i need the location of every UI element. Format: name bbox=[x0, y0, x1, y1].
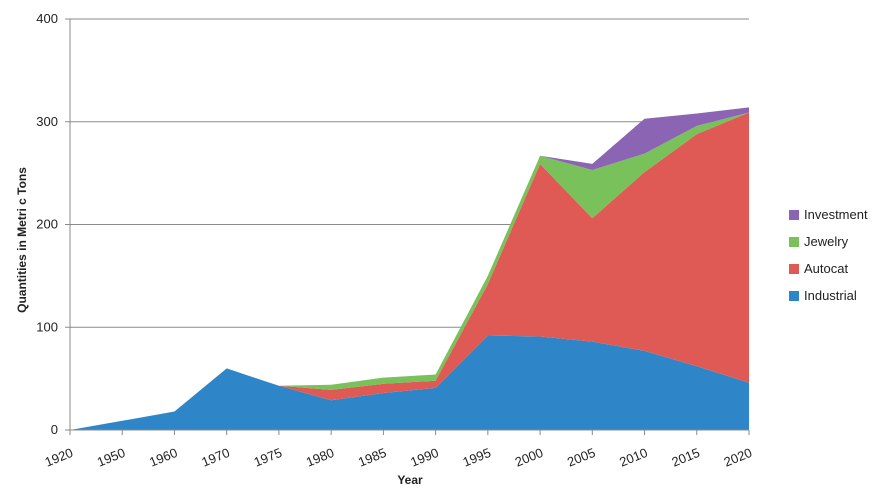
x-tick-label: 2010 bbox=[617, 445, 649, 470]
area-industrial bbox=[70, 335, 749, 430]
x-tick-label: 1960 bbox=[147, 445, 179, 470]
y-axis-title: Quantities in Metri c Tons bbox=[15, 167, 29, 313]
legend-swatch-jewelry bbox=[789, 237, 799, 247]
x-tick-label: 1970 bbox=[199, 445, 231, 470]
x-axis-title: Year bbox=[397, 473, 423, 487]
y-tick-label: 400 bbox=[36, 11, 58, 26]
legend-swatch-investment bbox=[789, 210, 799, 220]
x-tick-label: 2020 bbox=[722, 445, 754, 470]
legend-label-jewelry: Jewelry bbox=[804, 234, 849, 249]
legend-label-autocat: Autocat bbox=[804, 261, 848, 276]
y-axis-tick-labels: 0 100 200 300 400 bbox=[36, 11, 58, 437]
x-tick-label: 1975 bbox=[252, 445, 284, 470]
legend-label-industrial: Industrial bbox=[804, 288, 857, 303]
axes bbox=[65, 18, 750, 435]
area-jewelry bbox=[70, 112, 749, 430]
y-tick-label: 0 bbox=[51, 422, 58, 437]
x-tick-label: 2005 bbox=[565, 445, 597, 470]
x-tick-label: 1920 bbox=[43, 445, 75, 470]
x-tick-label: 1980 bbox=[304, 445, 336, 470]
x-tick-label: 1950 bbox=[95, 445, 127, 470]
x-tick-label: 2000 bbox=[513, 445, 545, 470]
x-axis-tick-labels: 1920 1950 1960 1970 1975 1980 1985 1990 1995 2000… bbox=[43, 445, 754, 470]
x-tick-label: 2015 bbox=[669, 445, 701, 470]
y-tick-label: 200 bbox=[36, 217, 58, 232]
x-tick-label: 1990 bbox=[408, 445, 440, 470]
area-series-group bbox=[70, 107, 749, 431]
y-tick-label: 100 bbox=[36, 319, 58, 334]
legend-label-investment: Investment bbox=[804, 207, 868, 222]
legend: Investment Jewelry Autocat Industrial bbox=[789, 207, 868, 303]
legend-swatch-autocat bbox=[789, 264, 799, 274]
legend-swatch-industrial bbox=[789, 291, 799, 301]
area-autocat bbox=[70, 112, 749, 430]
x-tick-label: 1995 bbox=[461, 445, 493, 470]
x-tick-label: 1985 bbox=[356, 445, 388, 470]
y-tick-label: 300 bbox=[36, 114, 58, 129]
